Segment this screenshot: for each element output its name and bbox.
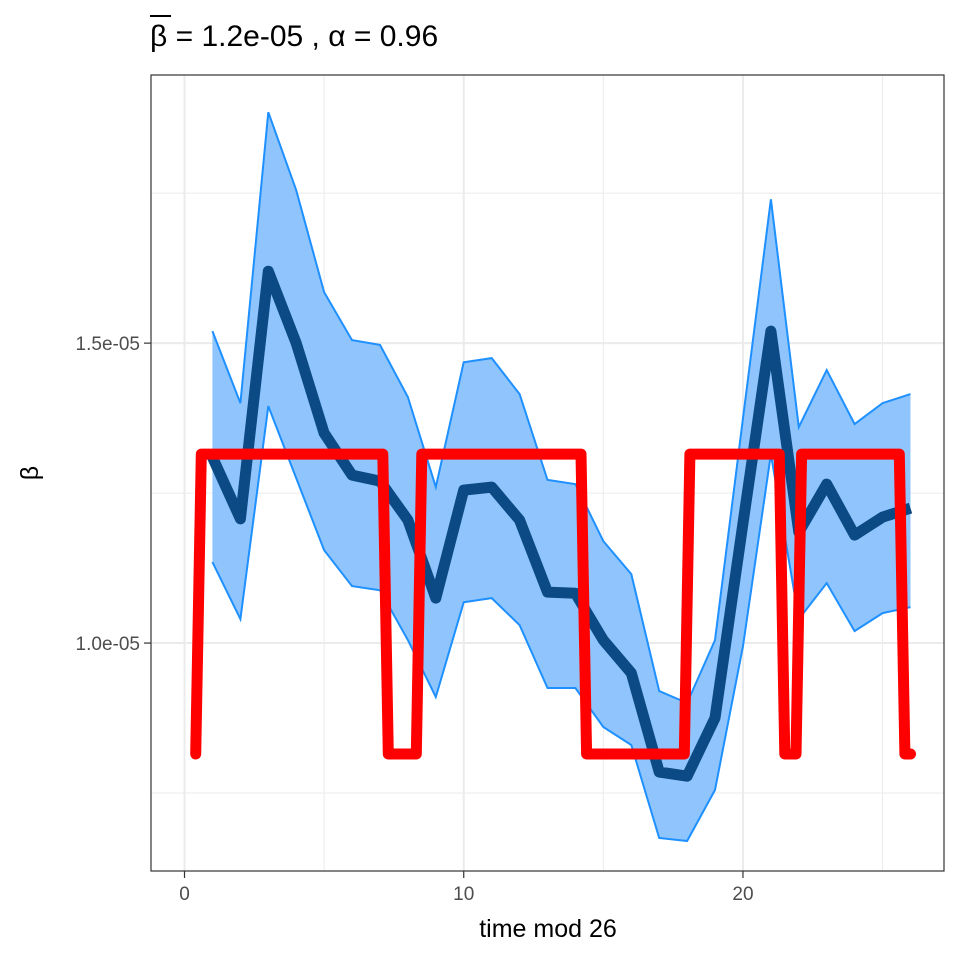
x-tick-label: 10: [453, 884, 474, 905]
x-axis-title: time mod 26: [479, 915, 617, 943]
y-tick-label: 1.5e-05: [76, 334, 140, 355]
series-layer: [190, 111, 916, 843]
mean-beta-line: [207, 265, 913, 782]
x-tick-label: 0: [179, 884, 190, 905]
y-tick-label: 1.0e-05: [76, 634, 140, 655]
y-axis: 1.0e-05 1.5e-05: [76, 334, 151, 655]
confidence-ribbon: [212, 112, 911, 841]
ribbon-upper-edge: [211, 111, 911, 705]
title-beta-symbol: β: [150, 20, 167, 53]
title-rest: = 1.2e-05 , α = 0.96: [167, 20, 438, 53]
x-tick-label: 20: [732, 884, 753, 905]
chart-title: β = 1.2e-05 , α = 0.96: [150, 20, 438, 53]
plot-border: [150, 74, 945, 872]
x-axis: 0 10 20: [179, 871, 754, 905]
y-axis-title: β: [16, 466, 44, 480]
true-beta-step-line: [190, 448, 916, 760]
